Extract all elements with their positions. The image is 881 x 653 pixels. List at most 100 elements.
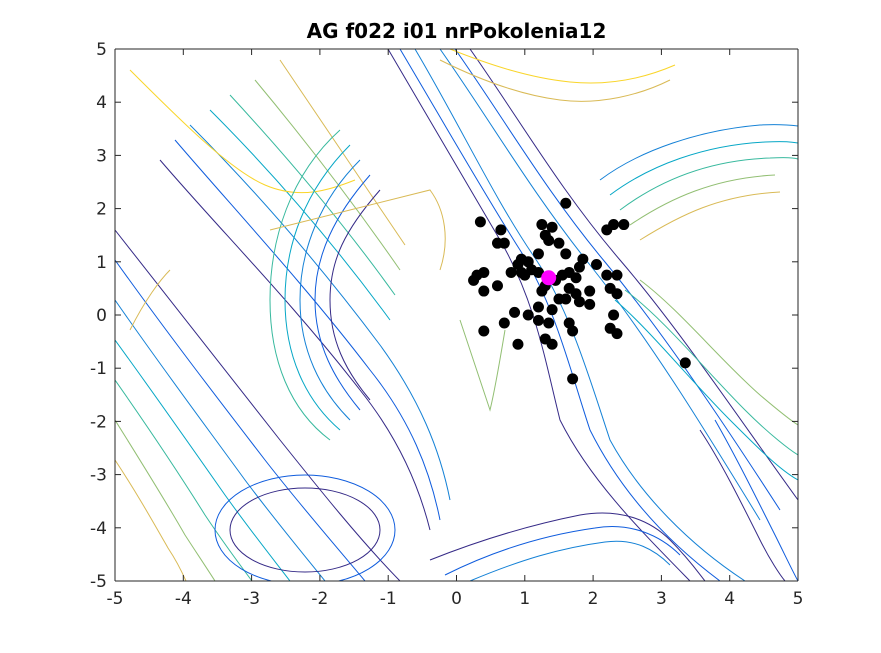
contour-line [189,124,451,501]
y-tick-label: 1 [96,253,107,273]
y-tick-label: 3 [96,146,107,166]
y-tick-label: 2 [96,200,107,220]
contour-line [115,299,326,581]
contour-line [699,429,786,581]
x-tick-label: 2 [588,589,599,609]
population-point [584,298,596,310]
x-tick-label: 5 [793,589,804,609]
population-point [611,269,623,281]
population-point [573,261,585,273]
population-point [512,338,524,350]
scatter-points [468,197,691,385]
contour-line [269,189,446,271]
y-tick-label: 5 [96,40,107,60]
contour-line [469,49,798,501]
contour-line [229,487,381,573]
contour-line [429,512,706,581]
contour-line [639,279,798,426]
population-point [543,235,555,247]
contour-line [449,49,676,84]
contour-line [629,174,776,226]
contour-line [414,49,746,581]
contour-line [329,189,381,401]
contour-line [639,191,781,241]
population-point [584,285,596,297]
contour-line [174,139,441,521]
x-tick-label: -2 [311,589,328,609]
contour-line [459,319,506,412]
population-point [591,258,603,270]
population-point [608,309,620,321]
contour-line [159,159,431,531]
y-tick-label: 4 [96,93,107,113]
population-point [560,248,572,260]
x-tick-label: 4 [724,589,735,609]
contour-line [254,79,401,271]
contour-line [614,299,798,481]
contour-line [115,459,187,581]
x-tick-label: 1 [519,589,530,609]
population-point [532,248,544,260]
population-point [536,285,548,297]
contour-line [439,59,671,102]
population-point [498,237,510,249]
contour-line [299,159,361,421]
population-point [611,328,623,340]
population-point [505,266,517,278]
population-point [611,288,623,300]
best-point [541,270,557,286]
contour-line [609,141,798,196]
contour-line [269,129,341,441]
contour-line [129,269,171,331]
population-point [478,325,490,337]
contour-line [115,229,401,581]
contour-line [115,379,253,581]
population-point [601,224,613,236]
contour-line [619,157,798,211]
population-point [573,296,585,308]
population-point [546,221,558,233]
contour-line [387,49,691,581]
chart-title: AG f022 i01 nrPokolenia12 [307,19,607,43]
population-point [536,219,548,231]
x-tick-label: -3 [243,589,260,609]
contour-line [599,124,798,181]
contour-line [284,144,351,431]
contour-line [115,259,366,581]
population-point [491,280,503,292]
population-point [522,309,534,321]
contour-line [115,419,216,581]
population-point [546,338,558,350]
contour-line [624,289,798,456]
contour-line [439,49,761,521]
population-point [509,306,521,318]
y-tick-label: -2 [90,412,107,432]
population-point [567,325,579,337]
population-point [570,272,582,284]
contour-line [444,526,681,576]
contour-line [115,339,291,581]
population-point [478,285,490,297]
y-axis: 5 4 3 2 1 0 -1 -2 -3 -4 -5 [90,40,798,592]
contour-line [454,49,781,511]
contour-line [714,419,798,581]
y-tick-label: -5 [90,572,107,592]
population-point [567,373,579,385]
y-tick-label: -3 [90,466,107,486]
contour-line [129,69,356,194]
population-point [495,224,507,236]
x-tick-label: -4 [175,589,192,609]
x-tick-label: -1 [380,589,397,609]
contour-lines [115,49,798,581]
y-tick-label: -1 [90,359,107,379]
population-point [468,274,480,286]
plot-area [115,49,798,581]
contour-line [214,474,396,581]
x-axis: -5 -4 -3 -2 -1 0 1 2 3 4 5 [107,49,804,609]
population-point [553,237,565,249]
population-point [532,314,544,326]
contour-line [399,49,721,581]
population-point [679,357,691,369]
